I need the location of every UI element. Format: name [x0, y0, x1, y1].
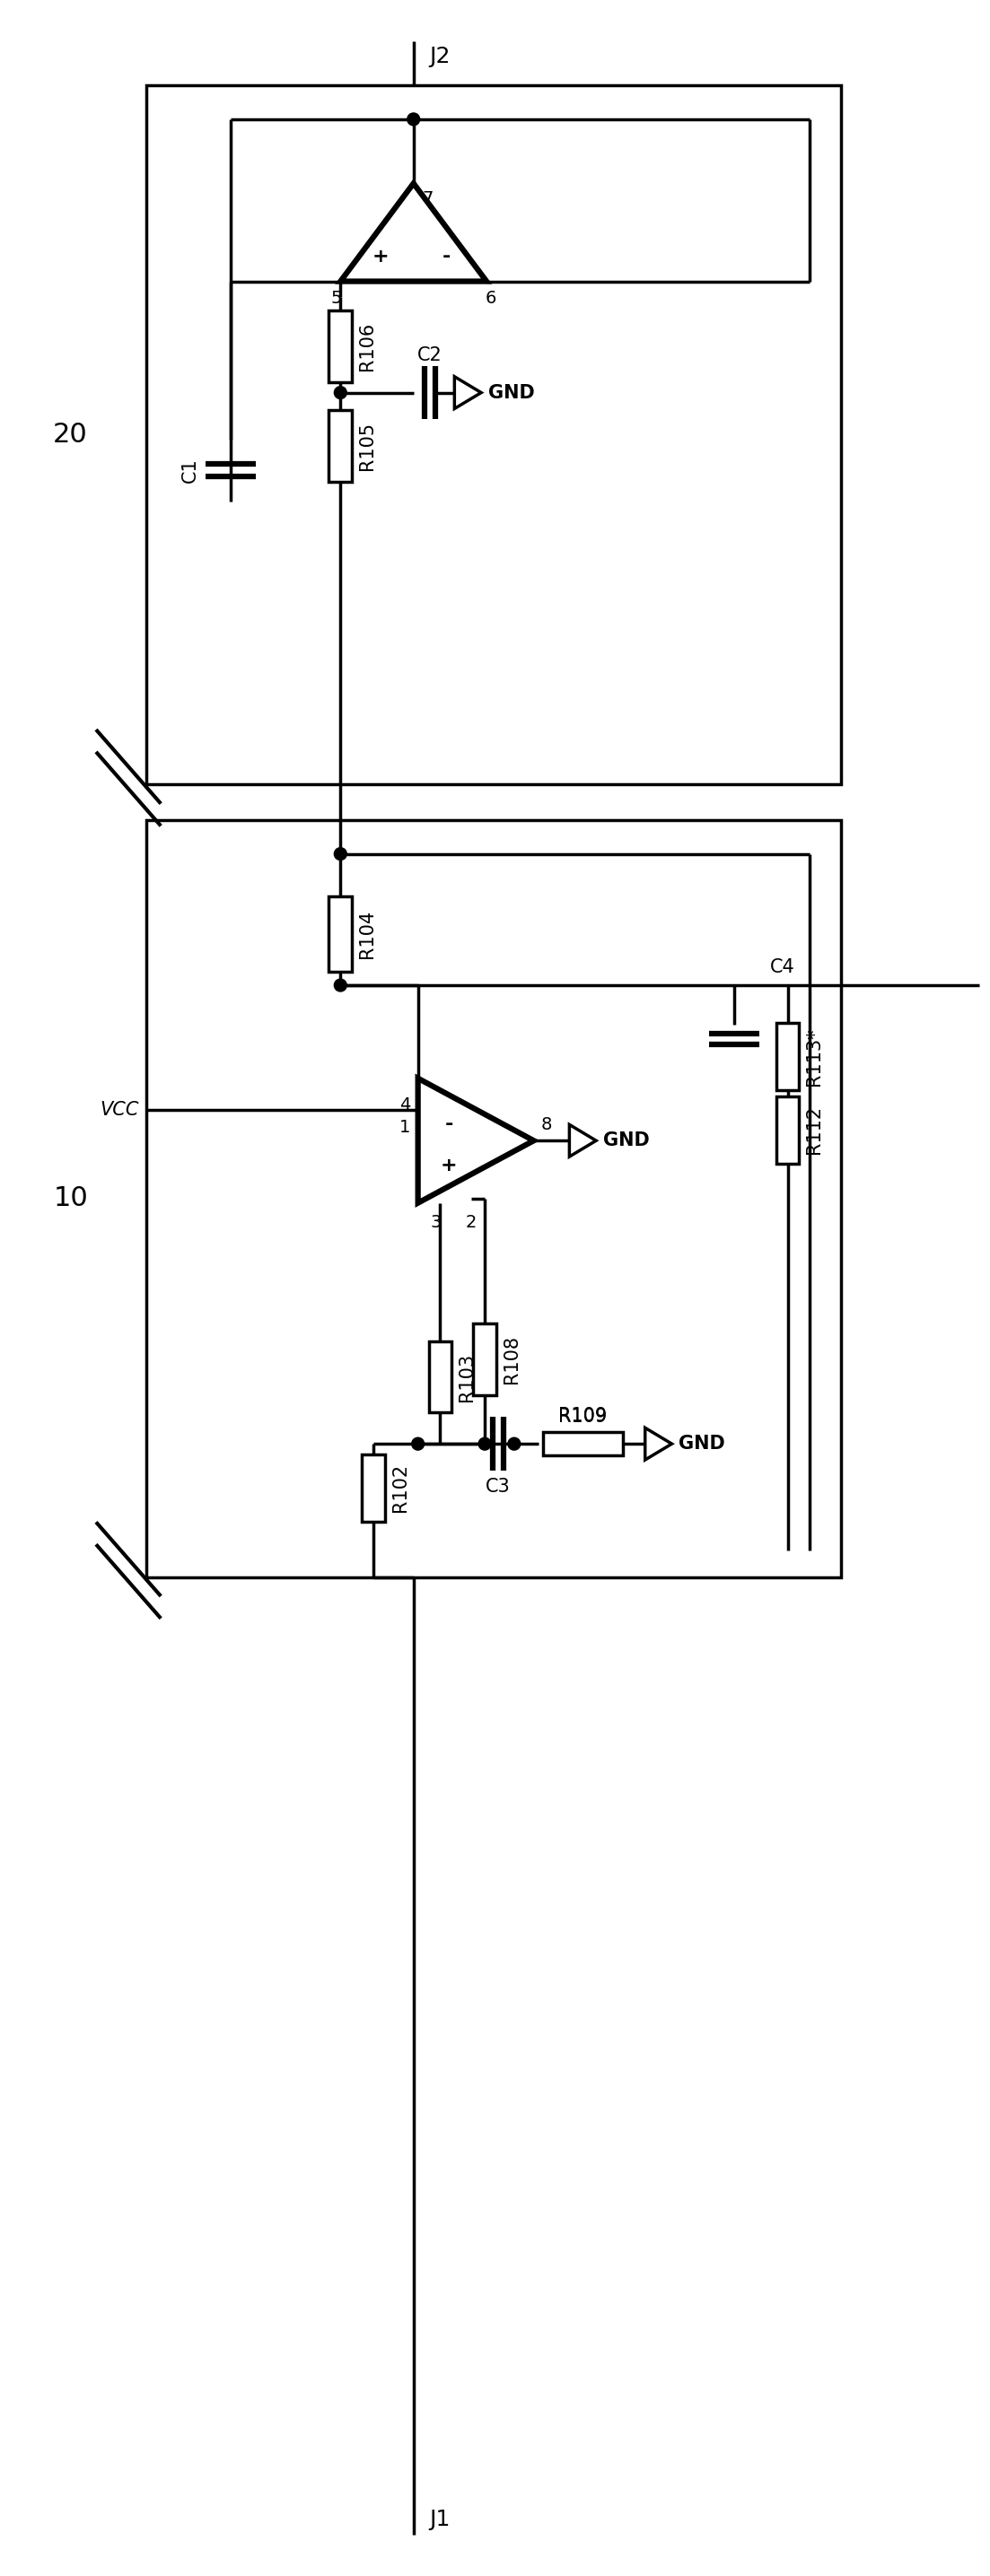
Text: 1: 1: [400, 1118, 411, 1136]
Text: 4: 4: [400, 1097, 411, 1113]
Polygon shape: [645, 1427, 672, 1461]
Text: 20: 20: [53, 422, 88, 448]
Text: +: +: [372, 247, 389, 265]
Text: +: +: [441, 1157, 457, 1175]
Bar: [473, 1324, 496, 1394]
Bar: [776, 1097, 799, 1164]
Text: R109: R109: [558, 1409, 607, 1427]
Text: VCC: VCC: [100, 1100, 140, 1118]
Circle shape: [478, 1437, 491, 1450]
Bar: [543, 1432, 623, 1455]
Bar: [776, 1023, 799, 1090]
Circle shape: [407, 113, 420, 126]
Text: C3: C3: [486, 1479, 511, 1497]
Text: 10: 10: [53, 1185, 88, 1211]
Circle shape: [508, 1437, 521, 1450]
Text: 6: 6: [485, 291, 497, 307]
Text: J2: J2: [430, 46, 450, 67]
Circle shape: [335, 848, 346, 860]
Text: 7: 7: [423, 191, 434, 209]
Text: GND: GND: [603, 1131, 649, 1149]
Text: GND: GND: [679, 1435, 726, 1453]
Text: R109: R109: [558, 1406, 607, 1425]
Bar: [147, 819, 842, 1577]
Text: R105: R105: [358, 422, 376, 471]
Text: R104: R104: [358, 909, 376, 958]
Polygon shape: [569, 1126, 596, 1157]
Circle shape: [335, 386, 346, 399]
Bar: [329, 410, 352, 482]
Bar: [147, 85, 842, 786]
Text: R108: R108: [503, 1334, 521, 1383]
Circle shape: [335, 979, 346, 992]
Text: C1: C1: [181, 459, 199, 482]
Text: -: -: [443, 247, 450, 265]
Circle shape: [412, 1437, 424, 1450]
Text: GND: GND: [488, 384, 535, 402]
Polygon shape: [454, 376, 481, 410]
Bar: [429, 1342, 451, 1412]
Text: R106: R106: [358, 322, 376, 371]
Text: R103: R103: [458, 1352, 476, 1401]
Text: -: -: [445, 1115, 453, 1133]
Text: C2: C2: [417, 345, 442, 363]
Text: 2: 2: [466, 1213, 477, 1231]
Polygon shape: [341, 183, 486, 281]
Text: R112: R112: [806, 1105, 824, 1154]
Text: J1: J1: [430, 2509, 450, 2530]
Text: C4: C4: [770, 958, 795, 976]
Polygon shape: [418, 1079, 534, 1203]
Text: R102: R102: [391, 1463, 409, 1512]
Text: 8: 8: [541, 1115, 552, 1133]
Text: R113*: R113*: [806, 1028, 824, 1084]
Text: 3: 3: [431, 1213, 442, 1231]
Bar: [329, 896, 352, 971]
Bar: [361, 1455, 385, 1522]
Bar: [329, 312, 352, 381]
Text: 5: 5: [331, 291, 342, 307]
